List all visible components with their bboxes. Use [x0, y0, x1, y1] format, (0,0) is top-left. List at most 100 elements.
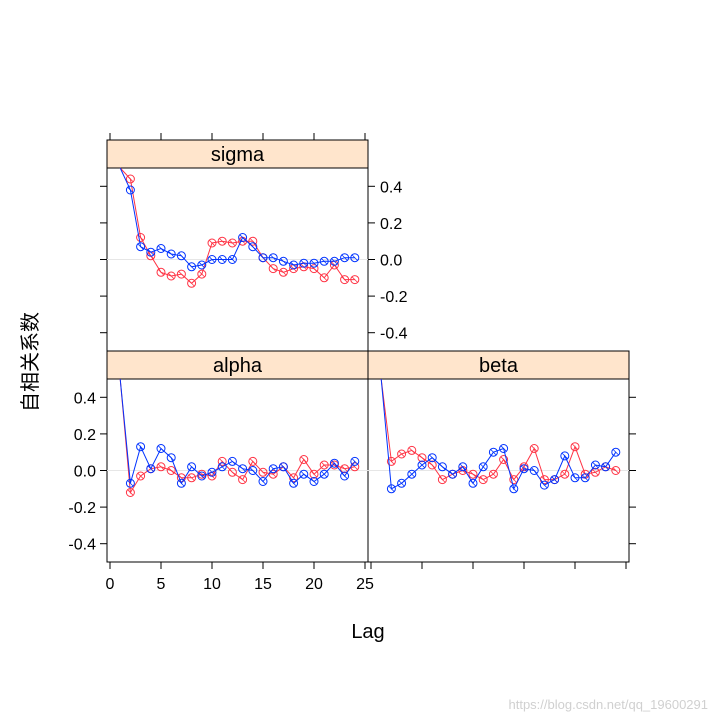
panel-sigma-chain2-point: [136, 233, 146, 242]
panel-sigma-chain2-point: [340, 275, 350, 285]
panel-sigma-chain1-point-cross: [259, 254, 267, 261]
panel-beta-chain1-point: [488, 447, 498, 457]
panel-sigma-chain1-point: [125, 185, 135, 195]
panel-alpha-chain1-point-cross: [290, 480, 297, 487]
panel-alpha-chain1-point: [319, 469, 329, 479]
x-tick-label: 25: [356, 576, 374, 593]
panel-sigma-chain1-point-cross: [168, 250, 175, 258]
panel-alpha-chain2-point: [187, 473, 197, 483]
panel-alpha-chain1-point-cross: [229, 458, 236, 465]
panel-alpha-chain2-point: [156, 462, 166, 472]
panel-sigma-chain1-point: [187, 262, 197, 272]
panel-sigma-chain1-point-cross: [290, 261, 297, 269]
panel-sigma-chain2-point: [197, 269, 207, 279]
panel-sigma-chain1-point-cross: [208, 256, 216, 263]
panel-beta-chain1-point: [509, 484, 519, 494]
panel-sigma-chain2-point: [156, 267, 166, 277]
panel-sigma-chain1-point: [268, 253, 278, 263]
panel-beta-chain1-point: [386, 484, 396, 494]
panel-beta-chain2-point: [427, 460, 437, 470]
y-tick-label-right: -0.4: [380, 326, 408, 343]
panel-beta-chain1-point-cross: [459, 463, 466, 470]
y-tick-label-right: 0.0: [380, 253, 402, 270]
panel-alpha-chain2-point: [166, 466, 176, 475]
panel-sigma-chain1-point: [136, 242, 146, 252]
panel-beta-chain1-point-cross: [429, 454, 436, 461]
panel-sigma-chain2-point-cross: [270, 265, 277, 272]
panel-sigma-strip: [106, 139, 369, 169]
panel-beta-chain1-point: [448, 469, 458, 479]
panel-sigma-chain1-point: [227, 255, 237, 264]
panel-sigma-chain1-point: [156, 244, 166, 253]
panel-alpha-chain1-point: [187, 462, 197, 472]
panel-beta-chain1-point-cross: [520, 465, 528, 472]
panel-alpha-chain2-point-cross: [168, 467, 175, 474]
panel-alpha-chain1-point: [197, 471, 207, 481]
panel-alpha-chain2-point-cross: [229, 469, 236, 476]
panel-alpha-chain1-point: [176, 478, 186, 488]
panel-alpha-chain2-point-cross: [300, 456, 307, 463]
panel-beta-chain1-point: [519, 464, 529, 474]
panel-alpha-chain2-point: [238, 475, 248, 485]
panel-sigma-chain2-point: [248, 236, 258, 246]
panel-beta-chain1-point: [550, 475, 560, 485]
y-tick-label-right: 0.2: [380, 216, 402, 233]
panel-sigma-chain1-point: [319, 256, 329, 266]
panel-alpha-chain2-point: [299, 455, 309, 464]
panel-beta-strip-label: beta: [479, 355, 519, 377]
y-tick-label-left: 0.4: [74, 390, 96, 407]
panel-beta-chain1-point: [539, 480, 549, 490]
panel-alpha-chain1-point: [125, 478, 135, 488]
panel-beta-chain1-point-cross: [490, 449, 497, 456]
panel-sigma-chain2-point-cross: [127, 175, 134, 183]
panel-alpha-chain2-point: [227, 467, 237, 477]
panel-beta-chain2-point-cross: [531, 445, 538, 452]
panel-sigma-chain2-point-cross: [188, 280, 195, 287]
panel-beta-chain2-line: [380, 378, 616, 481]
y-tick-label-left: 0.0: [74, 464, 96, 481]
panel-sigma-chain2-point: [207, 238, 217, 248]
panel-beta-chain1-point: [458, 462, 468, 472]
panel-sigma-chain1-point-cross: [178, 252, 185, 259]
panel-alpha-chain1-point-cross: [219, 463, 226, 470]
y-tick-label-right: -0.2: [380, 289, 408, 306]
panel-sigma-chain2-point-cross: [321, 274, 328, 281]
panel-beta-chain1-point-cross: [612, 449, 619, 456]
panel-beta-chain1-point: [590, 460, 600, 470]
panel-beta-chain1-point: [611, 447, 621, 457]
panel-beta-chain2-point-cross: [571, 443, 579, 450]
panel-alpha-strip-label: alpha: [213, 355, 263, 377]
panel-beta-chain1-point-cross: [439, 463, 446, 470]
x-tick-label: 5: [157, 576, 166, 593]
panel-beta-chain2-point: [488, 469, 498, 479]
panel-beta-chain2-point-cross: [418, 454, 426, 461]
panel-beta-chain1-point-cross: [469, 480, 477, 487]
panel-sigma-chain1-point-cross: [127, 186, 134, 194]
x-axis-title: Lag: [351, 621, 384, 643]
y-tick-label-right: 0.4: [380, 179, 402, 196]
panel-beta-chain1-point: [529, 466, 539, 475]
panel-beta-strip: [367, 350, 630, 380]
panel-beta-chain1-point: [580, 473, 590, 483]
panel-alpha-chain1-point-cross: [259, 478, 267, 485]
panel-alpha-chain2-point: [217, 456, 227, 466]
panel-beta-chain1-point-cross: [388, 485, 395, 492]
panel-beta-chain2-point-cross: [500, 456, 507, 463]
panel-beta-chain2-point: [386, 456, 396, 466]
panel-alpha-chain1-point: [299, 469, 309, 479]
panel-beta-chain1-point-cross: [510, 485, 517, 492]
panel-beta-chain2-point: [478, 475, 488, 485]
panel-alpha-chain1-point-cross: [198, 472, 205, 480]
panel-sigma-chain1-point-cross: [249, 243, 256, 250]
panel-sigma-chain2-point: [176, 269, 186, 279]
panel-alpha-chain1-point: [207, 467, 217, 477]
panel-beta-chain1-point-cross: [592, 461, 599, 469]
panel-alpha-chain1-point: [166, 453, 176, 463]
y-tick-label-left: 0.2: [74, 427, 96, 444]
panel-alpha-chain1-point: [217, 462, 227, 472]
panel-beta-chain2-point: [509, 475, 519, 485]
panel-beta-chain1-point: [417, 460, 427, 470]
y-tick-label-left: -0.4: [68, 537, 96, 554]
panel-beta-chain2-point: [611, 466, 621, 475]
panel-alpha-chain1-point-cross: [321, 471, 328, 478]
